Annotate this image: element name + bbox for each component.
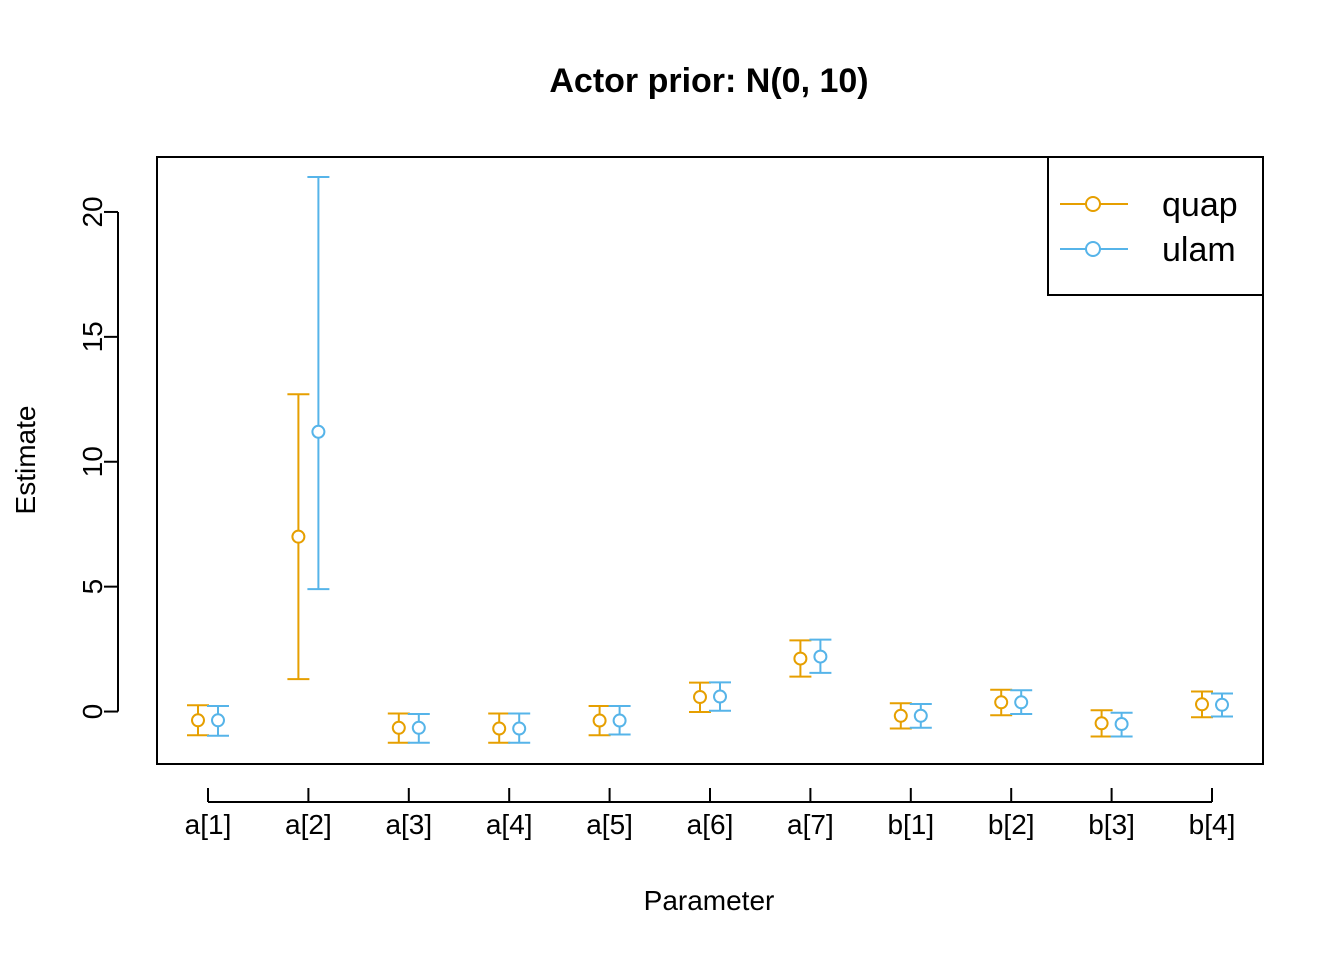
y-tick-label: 0 [77, 704, 108, 720]
point-estimate [1215, 697, 1229, 712]
point-estimate [1195, 697, 1209, 712]
point-estimate [311, 424, 326, 439]
chart-title: Actor prior: N(0, 10) [549, 62, 868, 100]
point-estimate [1114, 717, 1129, 732]
legend: quap ulam [1047, 156, 1264, 296]
data-marks [187, 175, 1233, 744]
x-tick-label: a[7] [787, 809, 834, 840]
y-tick-label: 20 [77, 196, 108, 227]
y-tick-label: 15 [77, 321, 108, 352]
point-estimate [211, 713, 225, 728]
point-estimate [994, 695, 1009, 710]
point-estimate [713, 689, 727, 704]
y-axis-label: Estimate [10, 406, 41, 515]
plot-frame [156, 156, 1264, 765]
point-estimate [592, 713, 607, 728]
point-estimate [1094, 716, 1109, 731]
x-tick-label: a[4] [486, 809, 533, 840]
legend-label: ulam [1162, 231, 1236, 269]
x-tick-label: a[1] [185, 809, 232, 840]
point-estimate [813, 649, 828, 664]
x-axis-label: Parameter [644, 885, 775, 916]
point-estimate [492, 721, 507, 736]
point-estimate [512, 721, 527, 736]
x-tick-label: a[2] [285, 809, 332, 840]
point-estimate [411, 720, 426, 735]
x-tick-label: b[2] [988, 809, 1035, 840]
legend-item-ulam: ulam [1060, 231, 1236, 269]
y-axis: 0 5 10 15 20 [77, 196, 119, 720]
legend-box [1047, 156, 1264, 296]
point-estimate [693, 690, 707, 705]
point-estimate [291, 529, 306, 544]
point-estimate [893, 708, 908, 723]
x-axis: a[1] a[2] a[3] a[4] a[5] a[6] a[7] b[1] b[2] b[3]… [185, 788, 1236, 840]
legend-marker [1085, 196, 1101, 212]
point-estimate [913, 708, 928, 723]
x-tick-label: b[3] [1088, 809, 1135, 840]
x-tick-label: b[1] [887, 809, 934, 840]
legend-marker [1085, 241, 1101, 257]
point-estimate [391, 720, 406, 735]
y-tick-label: 5 [77, 579, 108, 595]
point-estimate [191, 713, 205, 728]
legend-label: quap [1162, 186, 1238, 224]
point-estimate [1014, 695, 1029, 710]
series-ulam [207, 175, 1233, 744]
x-tick-label: b[4] [1189, 809, 1236, 840]
series-quap [187, 393, 1213, 744]
point-estimate [612, 713, 627, 728]
x-tick-label: a[3] [385, 809, 432, 840]
x-tick-label: a[6] [687, 809, 734, 840]
legend-item-quap: quap [1060, 186, 1238, 224]
point-estimate [793, 651, 808, 666]
y-tick-label: 10 [77, 446, 108, 477]
x-tick-label: a[5] [586, 809, 633, 840]
